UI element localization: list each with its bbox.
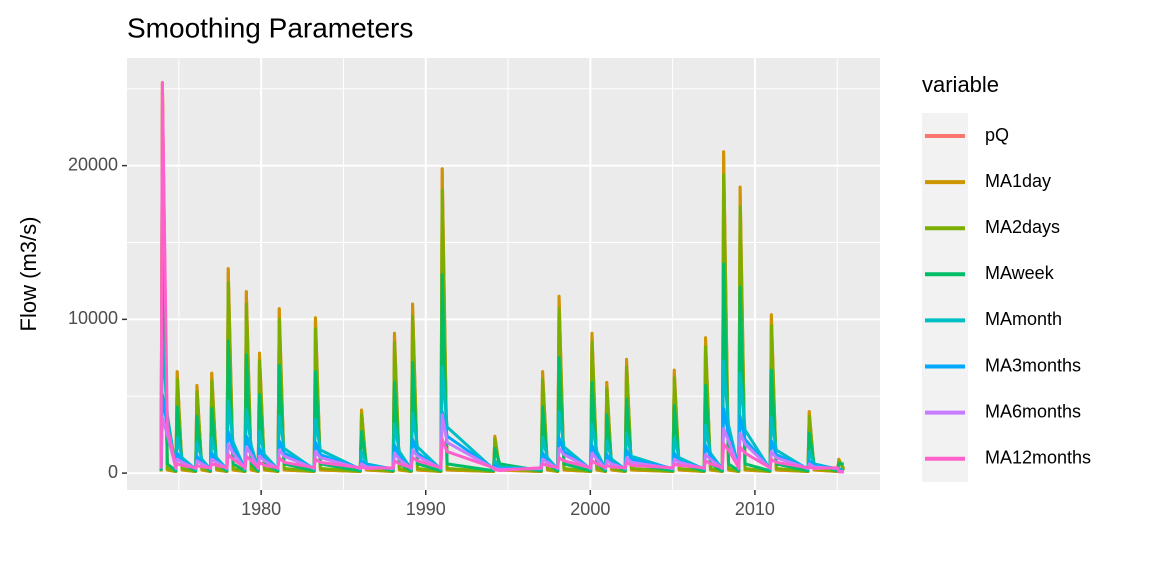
x-tick-label: 2010 (735, 499, 775, 519)
legend-label: MA12months (985, 447, 1091, 467)
y-tick-label: 10000 (68, 308, 118, 328)
legend-label: MA3months (985, 355, 1081, 375)
legend-label: MA1day (985, 171, 1051, 191)
x-tick-label: 1990 (406, 499, 446, 519)
y-tick-label: 0 (108, 462, 118, 482)
legend-label: MAmonth (985, 309, 1062, 329)
legend-label: MA2days (985, 217, 1060, 237)
x-tick-label: 1980 (241, 499, 281, 519)
series-line (159, 217, 844, 473)
legend-label: MAweek (985, 263, 1055, 283)
series-line (159, 334, 845, 473)
series-line (159, 108, 846, 473)
panel (127, 58, 880, 490)
chart-title: Smoothing Parameters (127, 12, 413, 43)
series-line (159, 393, 845, 473)
legend-label: pQ (985, 125, 1009, 145)
y-axis-label: Flow (m3/s) (16, 217, 41, 332)
x-tick-label: 2000 (570, 499, 610, 519)
legend-title: variable (922, 72, 999, 97)
series-line (159, 413, 844, 474)
legend-label: MA6months (985, 401, 1081, 421)
legend-key-bg (922, 113, 968, 482)
series-line (159, 81, 844, 474)
y-tick-label: 20000 (68, 154, 118, 174)
